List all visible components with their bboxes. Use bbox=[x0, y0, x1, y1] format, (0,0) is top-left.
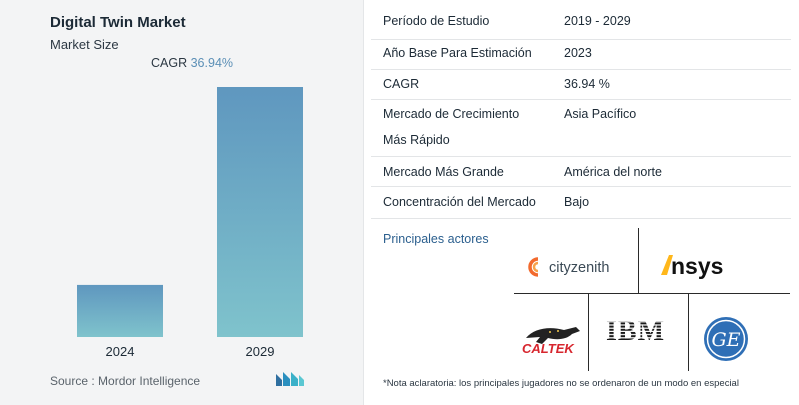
grid-divider bbox=[688, 293, 689, 371]
info-key-continued: Más Rápido bbox=[383, 133, 450, 147]
cagr-annotation-label: CAGR bbox=[151, 56, 188, 70]
bar-2029 bbox=[217, 87, 303, 337]
market-info-table: Período de Estudio 2019 - 2029 Año Base … bbox=[371, 0, 791, 219]
info-key: Mercado de Crecimiento bbox=[383, 107, 520, 121]
cityzenith-text: cityzenith bbox=[549, 260, 609, 276]
market-size-chart-card: Digital Twin Market Market Size CAGR 36.… bbox=[0, 0, 364, 405]
bar-chart-plot bbox=[77, 87, 303, 337]
info-value: 2023 bbox=[564, 46, 592, 60]
info-row-cagr: CAGR 36.94 % bbox=[371, 70, 791, 100]
ibm-logo: IBM bbox=[606, 316, 666, 349]
info-value: Bajo bbox=[564, 195, 590, 209]
chart-source: Source : Mordor Intelligence bbox=[50, 374, 201, 388]
key-players-title: Principales actores bbox=[383, 232, 489, 246]
info-value: 2019 - 2029 bbox=[564, 14, 631, 28]
ge-text: GE bbox=[711, 329, 740, 351]
ge-monogram-icon: GE bbox=[704, 317, 748, 361]
info-value: América del norte bbox=[564, 165, 662, 179]
ansys-logo: nsys bbox=[659, 251, 743, 284]
caltek-cheetah-icon: CALTEK bbox=[522, 327, 580, 356]
info-key: Año Base Para Estimación bbox=[383, 46, 532, 60]
info-key: Mercado Más Grande bbox=[383, 165, 504, 179]
info-key: CAGR bbox=[383, 77, 420, 91]
cityzenith-logo: cityzenith bbox=[528, 256, 620, 283]
info-row-largest-market: Mercado Más Grande América del norte bbox=[371, 157, 791, 187]
cagr-annotation: CAGR 36.94% bbox=[151, 56, 233, 70]
cagr-annotation-value: 36.94% bbox=[190, 56, 234, 70]
players-footnote: *Nota aclaratoria: los principales jugad… bbox=[383, 378, 739, 389]
ge-logo: GE bbox=[703, 316, 749, 367]
caltek-logo: CALTEK bbox=[520, 322, 584, 361]
caltek-text: CALTEK bbox=[522, 341, 575, 356]
ibm-text: IBM bbox=[606, 316, 664, 344]
ibm-mark-icon: IBM bbox=[606, 316, 664, 347]
info-value: 36.94 % bbox=[564, 77, 610, 91]
chart-title: Digital Twin Market bbox=[50, 14, 186, 31]
grid-divider bbox=[588, 293, 589, 371]
bar-2024 bbox=[77, 284, 163, 337]
cityzenith-mark-icon: cityzenith bbox=[528, 257, 609, 277]
x-tick-label-2029: 2029 bbox=[245, 344, 275, 359]
info-row-concentration: Concentración del Mercado Bajo bbox=[371, 187, 791, 219]
x-tick-label-2024: 2024 bbox=[105, 344, 135, 359]
grid-divider bbox=[638, 228, 639, 294]
info-row-base-year: Año Base Para Estimación 2023 bbox=[371, 40, 791, 70]
ansys-mark-icon: nsys bbox=[661, 253, 723, 279]
info-row-study-period: Período de Estudio 2019 - 2029 bbox=[371, 6, 791, 40]
ansys-text: nsys bbox=[671, 253, 723, 279]
info-key: Concentración del Mercado bbox=[383, 195, 536, 209]
info-row-fastest-growing: Mercado de Crecimiento Más Rápido Asia P… bbox=[371, 100, 791, 157]
info-value: Asia Pacífico bbox=[564, 107, 637, 121]
mordor-intelligence-logo bbox=[276, 372, 304, 386]
chart-subtitle: Market Size bbox=[50, 37, 119, 52]
info-key: Período de Estudio bbox=[383, 14, 490, 28]
grid-divider bbox=[514, 293, 790, 294]
